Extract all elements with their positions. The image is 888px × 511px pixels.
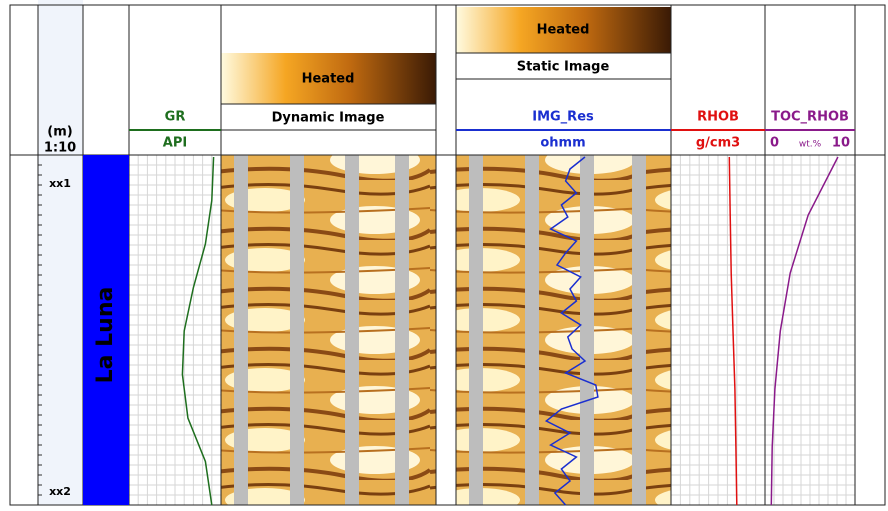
image-title: Dynamic Image — [272, 111, 385, 126]
curve-unit: API — [163, 136, 187, 151]
curve — [181, 156, 215, 506]
pad-gaps — [234, 155, 646, 505]
image-title: Static Image — [517, 60, 610, 75]
curve-name: IMG_Res — [532, 110, 594, 125]
curves — [181, 156, 839, 506]
palette-bar — [456, 7, 671, 53]
curve-unit: g/cm3 — [696, 136, 740, 151]
depth-scale: 1:10 — [44, 141, 76, 156]
depth-bg — [38, 0, 83, 505]
curve-unit: wt.% — [799, 140, 822, 150]
palette-label: Heated — [537, 23, 590, 38]
palette-label: Heated — [302, 72, 355, 87]
scale-min: 0 — [770, 136, 779, 151]
curve-name: GR — [165, 110, 186, 125]
depth-unit: (m) — [47, 125, 72, 140]
formation-name: La Luna — [93, 287, 118, 384]
depth-label: xx2 — [49, 485, 71, 498]
curve-unit: ohmm — [540, 136, 585, 151]
formation — [83, 155, 129, 505]
scale-max: 10 — [832, 136, 850, 151]
curve-name: TOC_RHOB — [771, 110, 849, 125]
curve — [728, 156, 738, 506]
curve — [770, 156, 839, 506]
curve-name: RHOB — [697, 110, 739, 125]
palette-bar — [221, 53, 436, 104]
curve — [544, 156, 599, 506]
grid — [38, 155, 855, 505]
depth-label: xx1 — [49, 177, 71, 190]
